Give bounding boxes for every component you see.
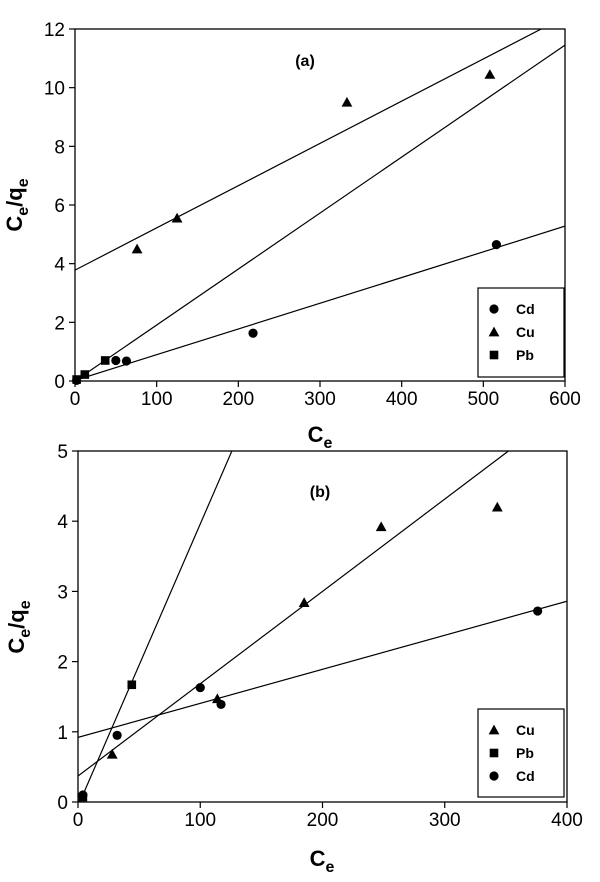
x-tick-label: 200 xyxy=(222,389,254,410)
x-tick-label: 500 xyxy=(467,389,499,410)
data-point-cd xyxy=(216,699,226,710)
y-axis-label: Ce/qe xyxy=(2,178,32,231)
legend-label-cd: Cd xyxy=(516,768,535,784)
legend-marker-pb xyxy=(489,748,499,758)
fit-line-cu xyxy=(75,29,543,271)
y-tick-label: 4 xyxy=(54,255,65,276)
x-tick-label: 400 xyxy=(551,810,583,831)
x-axis-label: Ce xyxy=(310,846,335,876)
y-tick-label: 6 xyxy=(54,196,65,217)
panel-label: (b) xyxy=(310,484,330,501)
data-point-pb xyxy=(80,370,90,379)
legend-marker-cu xyxy=(488,724,500,735)
x-tick-label: 0 xyxy=(73,810,84,831)
x-tick-label: 600 xyxy=(549,389,581,410)
data-point-pb xyxy=(100,356,110,365)
data-point-cu xyxy=(375,521,387,532)
data-point-cd xyxy=(248,328,258,338)
y-tick-label: 2 xyxy=(54,313,65,334)
legend-marker-cd xyxy=(489,304,499,314)
legend-label-cu: Cu xyxy=(516,722,535,738)
legend-label-cd: Cd xyxy=(516,301,535,317)
data-point-cd xyxy=(112,730,122,740)
legend-label-pb: Pb xyxy=(516,745,534,761)
x-tick-label: 300 xyxy=(429,810,461,831)
fit-line-cd xyxy=(78,600,567,738)
y-tick-label: 1 xyxy=(57,723,68,744)
data-point-cd xyxy=(78,790,88,800)
data-point-cd xyxy=(121,356,132,366)
data-point-cu xyxy=(484,69,496,79)
y-tick-label: 0 xyxy=(54,372,65,393)
chart-panel-a: 0 100 200 300 400 500 600 0 2 4 6 8 10 12 (a) Ce Ce/qe Cd… xyxy=(2,20,581,452)
data-point-cd xyxy=(491,240,501,250)
data-point-cu xyxy=(171,212,183,223)
legend-marker-pb xyxy=(489,350,499,360)
x-tick-label: 400 xyxy=(386,389,418,410)
y-axis-label: Ce/qe xyxy=(4,600,34,653)
data-point-cd xyxy=(111,355,121,366)
x-tick-label: 300 xyxy=(304,389,336,410)
fit-line-pb xyxy=(75,44,565,381)
panel-label: (a) xyxy=(295,53,315,70)
y-tick-label: 3 xyxy=(57,582,68,603)
legend-marker-cu xyxy=(488,326,500,337)
legend-label-pb: Pb xyxy=(516,347,534,363)
x-tick-label: 200 xyxy=(307,810,339,831)
legend-label-cu: Cu xyxy=(516,324,535,340)
x-tick-label: 100 xyxy=(141,389,173,410)
legend: Cu Pb Cd xyxy=(477,708,565,798)
y-tick-label: 2 xyxy=(57,653,68,674)
data-point-pb xyxy=(72,375,81,384)
data-point-cd xyxy=(533,606,543,616)
data-point-cu xyxy=(131,243,143,254)
fit-line-pb xyxy=(79,451,233,802)
data-point-cd xyxy=(195,682,205,693)
data-point-cu xyxy=(298,597,310,607)
legend: Cd Cu Pb xyxy=(477,287,565,378)
legend-marker-cd xyxy=(489,771,499,781)
data-point-pb xyxy=(127,680,137,690)
y-tick-label: 5 xyxy=(57,442,68,463)
data-point-cu xyxy=(491,501,503,512)
data-point-cu xyxy=(106,748,118,759)
chart-panel-b: 0 100 200 300 400 0 1 2 3 4 5 (b) Ce Ce/qe Cu Pb Cd xyxy=(4,442,583,876)
y-tick-label: 4 xyxy=(57,512,68,533)
y-tick-label: 10 xyxy=(44,79,65,100)
data-point-cu xyxy=(341,96,353,107)
y-tick-label: 12 xyxy=(44,20,65,41)
x-tick-label: 0 xyxy=(70,389,81,410)
x-axis-label: Ce xyxy=(308,422,333,452)
y-tick-label: 8 xyxy=(54,137,65,158)
y-tick-label: 0 xyxy=(57,793,68,814)
fit-line-cd xyxy=(75,225,565,381)
x-tick-label: 100 xyxy=(184,810,216,831)
